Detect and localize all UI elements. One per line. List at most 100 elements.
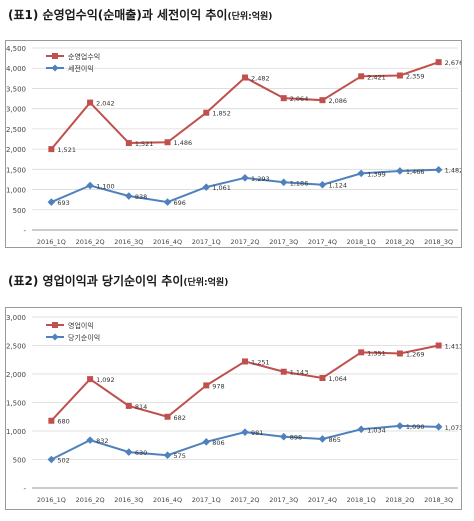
chart2-series2-point	[241, 428, 249, 436]
chart2-x-tick-label: 2017_4Q	[308, 496, 337, 504]
chart2-series1-point	[87, 376, 94, 383]
chart1-series1-point	[203, 109, 210, 116]
chart2-series2-data-label: 575	[174, 452, 186, 460]
chart1-series2-data-label: 1,186	[290, 179, 309, 187]
chart1-y-tick-label: 3,500	[6, 85, 26, 93]
chart2-series2-data-label: 502	[57, 457, 69, 465]
chart1-x-tick-label: 2017_4Q	[308, 238, 337, 246]
chart1-plot: 4,500 4,000 3,500 3,000 2,500 2,000 1,500 1,000…	[6, 45, 463, 246]
chart2-y-tick-label: 500	[13, 457, 26, 465]
chart2-x-tick-label: 2016_1Q	[37, 496, 66, 504]
chart1-series1-data-label: 1,852	[212, 110, 231, 118]
chart2-series1-point	[358, 349, 365, 356]
chart2-legend-marker-1	[52, 322, 58, 328]
chart2-series1-data-label: 1,064	[328, 375, 347, 383]
chart2-series2-point	[318, 435, 327, 443]
chart1-series1-data-label: 2,086	[328, 97, 347, 105]
chart1-legend-marker-1	[52, 53, 58, 59]
chart2-series2-data-label: 806	[212, 439, 224, 447]
chart1-series1-point	[358, 73, 365, 80]
chart1-series2-point	[357, 169, 365, 178]
chart1-series1-point	[164, 139, 171, 146]
chart2-series2-point	[125, 448, 133, 456]
chart2-x-tick-label: 2016_2Q	[76, 496, 105, 504]
chart1-series1-data-label: 1,521	[57, 146, 76, 154]
chart2-series1-point	[203, 382, 210, 389]
chart2-series1-data-label: 682	[174, 414, 186, 422]
chart1-series1-point	[435, 59, 442, 66]
chart1-legend-marker-2	[51, 64, 59, 72]
chart1-series2-data-label: 838	[135, 193, 147, 201]
chart2-y-tick-label: 3,000	[6, 314, 26, 322]
chart1-series1-point	[242, 74, 248, 81]
chart2-series1-point	[48, 417, 55, 424]
chart1-series1-point	[280, 95, 287, 102]
chart2-series2-data-label: 832	[96, 437, 108, 445]
chart1-x-tick-label: 2017_2Q	[230, 238, 259, 246]
chart1-series1-data-label: 2,359	[406, 73, 425, 81]
chart1-series2-data-label: 1,399	[367, 170, 386, 178]
chart2-x-tick-label: 2017_3Q	[269, 496, 298, 504]
chart1-y-tick-label: 2,000	[6, 146, 26, 154]
chart1-x-tick-label: 2016_4Q	[153, 238, 182, 246]
chart1-series2-point	[86, 181, 94, 190]
chart2-frame: 3,000 2,500 2,000 1,500 1,000 500 - 2016_1Q 2016…	[5, 307, 463, 510]
chart2-legend-label-1: 영업이익	[68, 321, 94, 330]
chart2-y-tick-label: -	[23, 485, 26, 493]
chart2-y-tick-label: 2,500	[6, 343, 26, 351]
chart1-x-tick-label: 2018_3Q	[424, 238, 453, 246]
chart1-legend-label-1: 순영업수익	[68, 52, 100, 61]
chart1-y-tick-label: 1,500	[6, 166, 26, 174]
chart1-frame: 4,500 4,000 3,500 3,000 2,500 2,000 1,500 1,000…	[5, 40, 463, 248]
chart2-series1-data-label: 1,092	[96, 376, 115, 384]
chart1-series2-point	[279, 178, 288, 187]
chart1-series2-data-label: 1,293	[251, 175, 270, 183]
chart2-series2-point	[357, 425, 365, 434]
chart1-series1-data-label: 2,042	[96, 100, 115, 108]
chart2-heading: (표2) 영업이익과 당기순이익 추이(단위:억원)	[8, 272, 228, 289]
chart1-series2-data-label: 1,124	[328, 182, 347, 190]
chart1-series1-point	[87, 99, 94, 106]
chart1-heading: (표1) 순영업수익(순매출)과 세전이익 추이(단위:억원)	[8, 6, 272, 23]
chart1-series2-data-label: 693	[57, 199, 69, 207]
chart1-series1-data-label: 2,421	[367, 73, 386, 81]
chart2-series2-data-label: 865	[328, 436, 340, 444]
chart2-series2-point	[47, 455, 56, 464]
chart1-series2-data-label: 696	[174, 199, 186, 207]
chart1-y-tick-label: 2,500	[6, 126, 26, 134]
chart1-series1-point	[48, 146, 55, 153]
chart1-series1-data-label: 2,676	[445, 59, 461, 67]
chart1-series2-data-label: 1,466	[406, 168, 425, 176]
chart2-x-tick-label: 2018_2Q	[385, 496, 414, 504]
chart2-legend-marker-2	[51, 333, 59, 341]
chart2-series2-data-label: 1,090	[406, 423, 425, 431]
chart1-series2-point	[202, 183, 211, 191]
chart1-series1-point	[396, 72, 403, 79]
chart1-y-tick-label: 1,000	[6, 187, 26, 195]
chart2-series2-point	[434, 423, 443, 431]
chart1-series1-data-label: 2,064	[290, 95, 309, 103]
chart1-series1-point	[319, 97, 326, 104]
chart2-series1-data-label: 1,413	[445, 343, 461, 351]
chart1-series1-point	[125, 140, 132, 147]
chart1-x-tick-label: 2018_1Q	[347, 238, 376, 246]
chart2-heading-unit: (단위:억원)	[183, 278, 229, 288]
chart1-x-tick-label: 2016_3Q	[114, 238, 143, 246]
chart1-x-tick-label: 2018_2Q	[385, 238, 414, 246]
chart1-x-tick-label: 2016_1Q	[37, 238, 66, 246]
chart1-series2-data-label: 1,100	[96, 183, 115, 191]
chart1-y-tick-label: 4,000	[6, 65, 26, 73]
chart1-y-tick-label: 4,500	[6, 45, 26, 53]
chart1-y-tick-label: 3,000	[6, 106, 26, 114]
chart2-series1-point	[396, 350, 403, 357]
chart2-series1-data-label: 1,351	[367, 349, 386, 357]
chart2-series1-data-label: 814	[135, 403, 147, 411]
chart1-legend-label-2: 세전이익	[68, 64, 94, 73]
chart1-series1-data-label: 2,482	[251, 75, 270, 83]
chart1-x-tick-label: 2017_1Q	[192, 238, 221, 246]
chart2-x-tick-label: 2018_3Q	[424, 496, 453, 504]
chart2-series1-data-label: 1,251	[251, 358, 270, 366]
chart1-series2-point	[241, 174, 249, 182]
chart2-series1-data-label: 1,143	[290, 369, 309, 377]
chart2-heading-main: (표2) 영업이익과 당기순이익 추이	[8, 274, 184, 288]
